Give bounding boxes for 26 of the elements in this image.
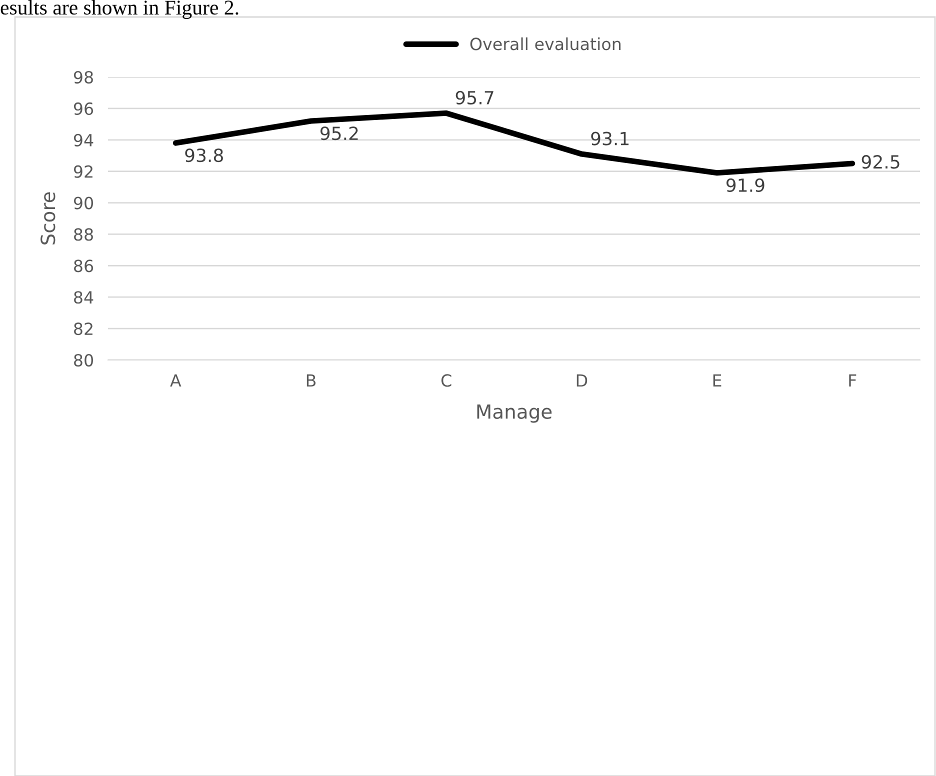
y-tick-label: 90 bbox=[74, 196, 94, 210]
y-tick-label: 98 bbox=[74, 70, 93, 84]
y-tick-label: 82 bbox=[74, 322, 92, 336]
legend-label: Overall evaluation bbox=[470, 37, 621, 50]
y-tick-label: 80 bbox=[74, 354, 94, 367]
x-tick-label: F bbox=[849, 374, 856, 387]
y-tick-label: 96 bbox=[74, 102, 94, 116]
y-tick-label: 88 bbox=[74, 228, 93, 241]
data-label: 95.7 bbox=[456, 90, 494, 105]
text: esults are shown in Figure 2. bbox=[0, 0, 238, 19]
data-label: 92.5 bbox=[862, 155, 900, 169]
x-tick-label: B bbox=[306, 374, 316, 387]
x-tick-label: E bbox=[713, 374, 722, 387]
y-tick-label: 86 bbox=[74, 260, 94, 272]
x-tick-label: D bbox=[576, 374, 588, 387]
x-tick-label: A bbox=[170, 374, 182, 387]
data-label: 93.1 bbox=[591, 132, 629, 146]
x-axis-title: Manage bbox=[477, 404, 552, 423]
y-tick-label: 92 bbox=[74, 165, 92, 178]
y-tick-label: 84 bbox=[74, 291, 94, 304]
data-label: 91.9 bbox=[726, 178, 764, 192]
y-tick-label: 94 bbox=[74, 134, 94, 146]
y-axis-title: Score bbox=[40, 192, 56, 244]
data-label: 95.2 bbox=[320, 126, 358, 140]
x-tick-label: C bbox=[441, 374, 452, 387]
data-label: 93.8 bbox=[185, 148, 223, 162]
